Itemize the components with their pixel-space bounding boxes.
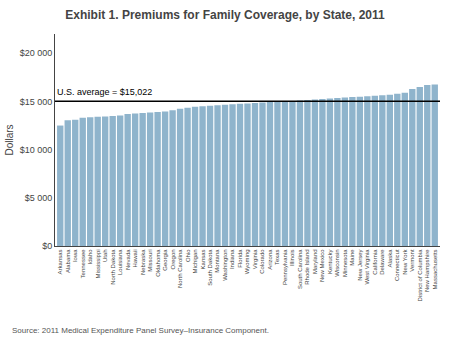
svg-text:North Dakota: North Dakota: [110, 249, 116, 285]
svg-text:Maine: Maine: [349, 249, 355, 266]
svg-text:Michigan: Michigan: [192, 249, 198, 273]
svg-text:Missouri: Missouri: [147, 249, 153, 271]
svg-text:Delaware: Delaware: [379, 249, 385, 275]
svg-text:Illinois: Illinois: [289, 249, 295, 266]
svg-text:Colorado: Colorado: [259, 249, 265, 274]
svg-text:Montana: Montana: [214, 249, 220, 273]
svg-text:$0: $0: [42, 241, 52, 251]
svg-text:Mississippi: Mississippi: [95, 249, 101, 278]
svg-text:Georgia: Georgia: [162, 249, 168, 271]
svg-text:District of Columbia: District of Columbia: [417, 249, 423, 302]
svg-text:Florida: Florida: [237, 249, 243, 268]
svg-text:Dollars: Dollars: [4, 124, 15, 155]
svg-text:Exhibit 1. Premiums for Family: Exhibit 1. Premiums for Family Coverage,…: [65, 8, 385, 22]
svg-text:South Dakota: South Dakota: [207, 249, 213, 286]
svg-text:Idaho: Idaho: [87, 249, 93, 265]
svg-text:$20 000: $20 000: [20, 48, 53, 58]
svg-text:West Virginia: West Virginia: [364, 249, 370, 285]
svg-text:Oklahoma: Oklahoma: [155, 249, 161, 277]
svg-text:Arizona: Arizona: [267, 249, 273, 270]
svg-text:Nevada: Nevada: [125, 249, 131, 270]
svg-text:Minnesota: Minnesota: [342, 249, 348, 277]
svg-text:New Hampshire: New Hampshire: [424, 249, 430, 292]
svg-text:Alaska: Alaska: [387, 249, 393, 268]
svg-text:Connecticut: Connecticut: [394, 249, 400, 281]
svg-text:$10 000: $10 000: [20, 145, 53, 155]
svg-text:New York: New York: [402, 248, 408, 274]
svg-text:Wisconsin: Wisconsin: [334, 249, 340, 276]
svg-text:Tennessee: Tennessee: [80, 249, 86, 279]
svg-text:Pennsylvania: Pennsylvania: [282, 249, 288, 285]
svg-text:New Jersey: New Jersey: [357, 249, 363, 280]
svg-text:New Mexico: New Mexico: [319, 249, 325, 282]
svg-text:Texas: Texas: [274, 249, 280, 265]
svg-text:Nebraska: Nebraska: [140, 249, 146, 275]
svg-text:Alabama: Alabama: [65, 249, 71, 273]
svg-text:Kansas: Kansas: [200, 249, 206, 269]
svg-text:Maryland: Maryland: [312, 249, 318, 274]
svg-text:Indiana: Indiana: [229, 249, 235, 269]
svg-text:Oregon: Oregon: [170, 249, 176, 269]
svg-text:Source: 2011 Medical Expenditu: Source: 2011 Medical Expenditure Panel S…: [12, 326, 269, 335]
svg-text:Virginia: Virginia: [252, 249, 258, 270]
svg-text:Iowa: Iowa: [72, 249, 78, 262]
svg-text:North Carolina: North Carolina: [177, 249, 183, 288]
svg-text:Kentucky: Kentucky: [327, 249, 333, 274]
svg-text:Wyoming: Wyoming: [244, 249, 250, 274]
svg-text:Vermont: Vermont: [409, 249, 415, 272]
svg-text:Ohio: Ohio: [185, 249, 191, 262]
svg-text:Arkansas: Arkansas: [57, 249, 63, 274]
svg-text:Washington: Washington: [222, 249, 228, 280]
svg-text:Rhode Island: Rhode Island: [304, 249, 310, 284]
svg-text:California: California: [372, 249, 378, 275]
svg-text:South Carolina: South Carolina: [297, 249, 303, 289]
svg-text:$15 000: $15 000: [20, 97, 53, 107]
svg-text:Louisiana: Louisiana: [117, 249, 123, 275]
svg-text:Hawaii: Hawaii: [132, 249, 138, 267]
svg-text:Massachusetts: Massachusetts: [432, 249, 438, 289]
svg-text:$5 000: $5 000: [25, 193, 53, 203]
svg-text:Utah: Utah: [102, 249, 108, 262]
svg-text:U.S. average = $15,022: U.S. average = $15,022: [57, 87, 152, 97]
